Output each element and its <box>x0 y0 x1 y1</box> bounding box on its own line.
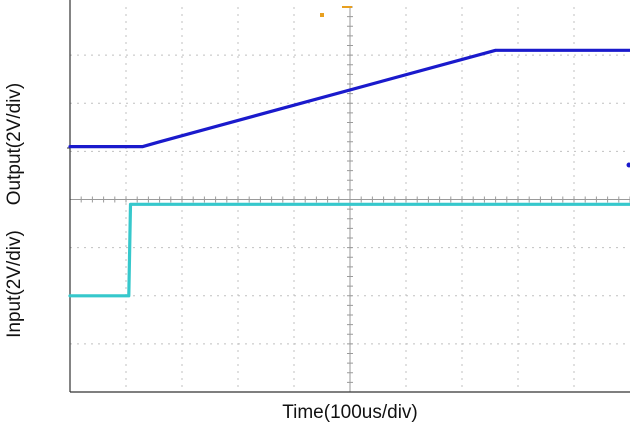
y-axis-label-output: Output(2V/div) <box>4 82 25 206</box>
y-axis-label-input: Input(2V/div) <box>4 230 25 338</box>
output-waveform <box>68 48 630 149</box>
input-waveform <box>68 202 630 298</box>
plot-frame <box>67 0 630 393</box>
markers <box>320 6 630 168</box>
trigger-position-marker <box>342 6 352 8</box>
channel-level-marker <box>626 162 630 168</box>
grid <box>69 6 630 393</box>
trigger-marker <box>320 13 324 17</box>
x-axis-label: Time(100us/div) <box>282 402 418 423</box>
waveforms <box>68 48 630 298</box>
